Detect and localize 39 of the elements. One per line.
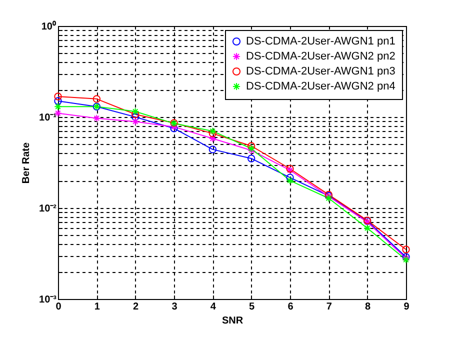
point xyxy=(247,154,256,162)
y-tick-label: 10⁻³ xyxy=(39,294,58,306)
legend-label: DS-CDMA-2User-AWGN1 pn1 xyxy=(246,36,396,48)
y-tick-label: 10⁻² xyxy=(39,204,58,214)
point xyxy=(286,174,294,182)
point xyxy=(208,127,217,135)
legend-label: DS-CDMA-2User-AWGN2 pn4 xyxy=(246,80,396,92)
x-tick-label: 0 xyxy=(56,302,62,312)
point xyxy=(54,92,62,100)
point xyxy=(54,102,62,110)
x-tick-label: 2 xyxy=(133,302,140,312)
point xyxy=(208,130,217,138)
point xyxy=(131,108,140,116)
x-tick-label: 6 xyxy=(288,302,294,312)
legend-label: DS-CDMA-2User-AWGN2 pn2 xyxy=(246,50,396,62)
point xyxy=(54,97,62,105)
point xyxy=(131,113,140,121)
point xyxy=(92,114,101,122)
x-tick-label: 1 xyxy=(94,302,100,312)
x-tick-label: 3 xyxy=(172,302,178,312)
point xyxy=(92,95,101,103)
point xyxy=(247,142,256,150)
x-axis-title: SNR xyxy=(222,316,244,326)
x-tick-label: 7 xyxy=(326,302,332,312)
point xyxy=(286,176,294,184)
legend-label: DS-CDMA-2User-AWGN1 pn3 xyxy=(246,66,396,78)
x-tick-label: 9 xyxy=(404,302,410,312)
point xyxy=(131,110,140,118)
point xyxy=(208,134,217,142)
x-tick-label: 8 xyxy=(365,302,372,312)
y-tick-label: 10⁻¹ xyxy=(39,112,58,124)
point xyxy=(363,224,372,232)
y-tick-label: 10⁰ xyxy=(41,20,56,32)
point xyxy=(402,246,410,254)
y-axis-title: Ber Rate xyxy=(21,142,32,184)
x-tick-label: 4 xyxy=(210,302,216,312)
point xyxy=(208,146,217,154)
x-tick-label: 5 xyxy=(249,302,256,312)
point xyxy=(131,118,140,126)
